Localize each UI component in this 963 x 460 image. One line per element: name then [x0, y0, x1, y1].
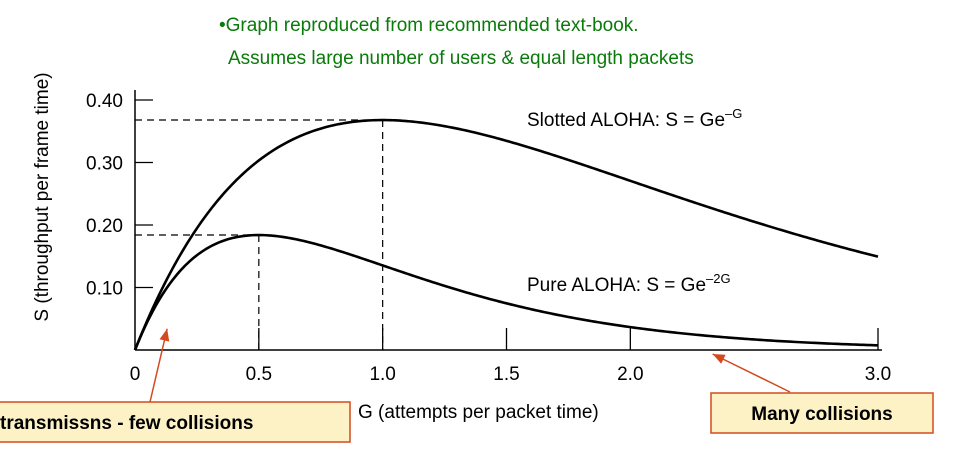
callout-right-arrowhead	[712, 354, 726, 364]
callouts: transmissns - few collisions Many collis…	[0, 328, 934, 443]
tick-marks	[135, 99, 879, 350]
y-tick-label: 0.10	[86, 279, 123, 300]
callout-left-text: transmissns - few collisions	[0, 413, 253, 434]
x-tick-label: 0.5	[246, 364, 272, 385]
peak-guide-lines	[135, 119, 384, 350]
pure-aloha-label: Pure ALOHA: S = Ge–2G	[527, 271, 731, 296]
x-tick-label: 0	[130, 364, 141, 385]
note-line-1: •Graph reproduced from recommended text-…	[219, 15, 639, 36]
x-tick-label: 3.0	[865, 364, 891, 385]
x-tick-label: 1.5	[493, 364, 519, 385]
note-line-2: Assumes large number of users & equal le…	[228, 48, 694, 69]
slotted-aloha-label: Slotted ALOHA: S = Ge–G	[527, 106, 742, 131]
tick-labels: 0 0.5 1.0 1.5 2.0 3.0 0.10 0.20 0.30 0.40	[86, 91, 891, 385]
x-tick-label: 2.0	[617, 364, 643, 385]
pure-aloha-curve	[133, 233, 879, 351]
callout-left-box	[0, 401, 351, 443]
slotted-aloha-formula: Slotted ALOHA: S = Ge	[527, 110, 725, 131]
callout-left-arrowhead	[159, 328, 170, 342]
y-tick-label: 0.20	[86, 216, 123, 237]
callout-left-arrow	[149, 328, 168, 403]
slotted-aloha-exponent: –G	[725, 106, 742, 121]
y-tick-label: 0.40	[86, 91, 123, 112]
x-tick-label: 1.0	[369, 364, 395, 385]
pure-aloha-formula: Pure ALOHA: S = Ge	[527, 275, 706, 296]
curves	[133, 118, 879, 351]
pure-aloha-exponent: –2G	[706, 271, 731, 286]
callout-right-arrow	[712, 353, 791, 393]
y-tick-label: 0.30	[86, 154, 123, 175]
y-axis-title: S (throughput per frame time)	[32, 72, 53, 321]
slotted-aloha-curve	[133, 118, 879, 351]
axes	[134, 90, 882, 351]
x-axis-title: G (attempts per packet time)	[358, 402, 599, 423]
callout-right-text: Many collisions	[751, 404, 892, 425]
callout-right-box	[710, 392, 934, 434]
